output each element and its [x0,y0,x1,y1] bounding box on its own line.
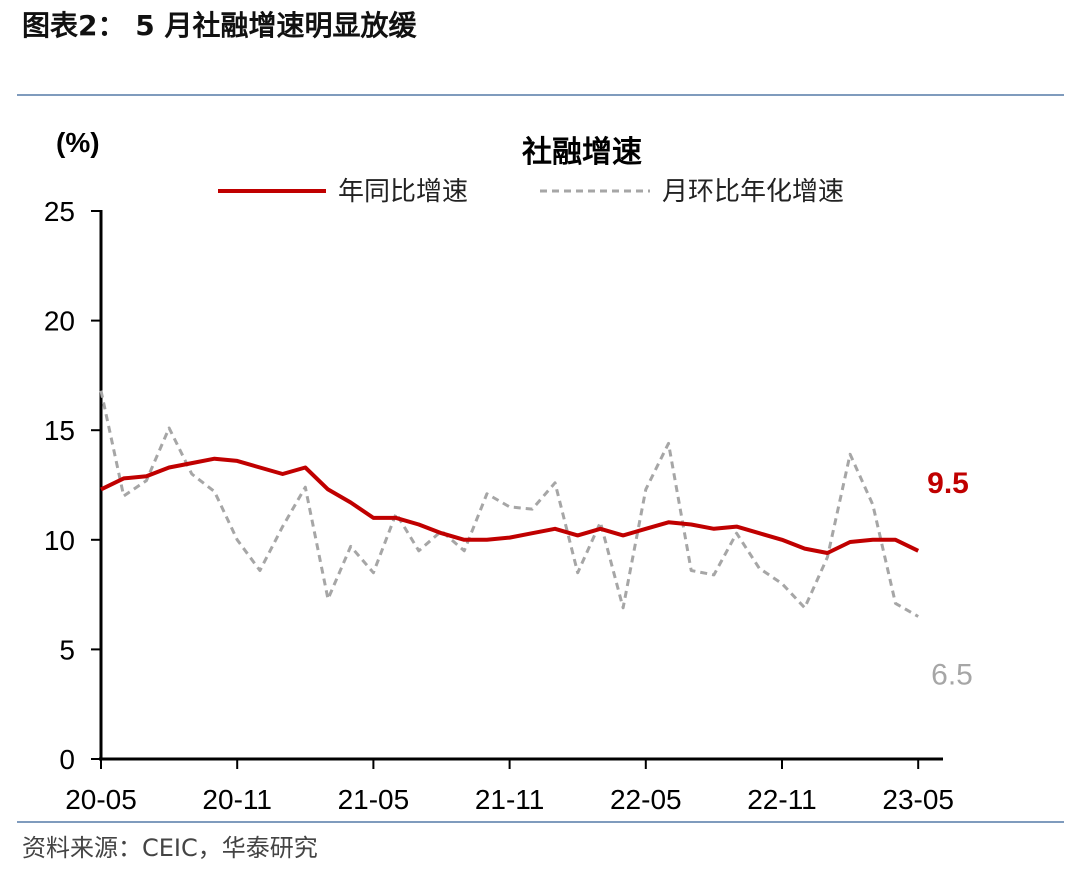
y-tick-label: 25 [44,196,75,227]
x-tick-label: 21-11 [475,784,545,815]
x-tick-label: 23-05 [882,784,954,815]
legend-label-mom: 月环比年化增速 [662,177,844,207]
y-axis-unit-label: (%) [56,127,100,158]
x-tick-label: 20-05 [65,784,137,815]
y-tick-label: 10 [44,525,75,556]
x-tick-label: 20-11 [202,784,272,815]
legend: 年同比增速 月环比年化增速 [218,177,844,207]
end-label-mom: 6.5 [931,659,973,692]
end-label-yoy: 9.5 [927,467,969,500]
y-tick-label: 5 [59,634,75,665]
series-line-yoy [100,456,920,555]
end-labels: 9.5 6.5 [927,467,973,692]
top-divider [17,94,1064,96]
x-ticks: 20-05 20-11 21-05 21-11 22-05 22-11 23-05 [65,759,954,815]
series-lines [99,390,920,618]
x-tick-label: 22-11 [747,784,817,815]
x-tick-label: 22-05 [610,784,682,815]
bottom-divider [17,821,1064,823]
y-tick-label: 20 [44,306,75,337]
source-note: 资料来源：CEIC，华泰研究 [22,834,318,862]
x-tick-label: 21-05 [338,784,410,815]
y-ticks: 0 5 10 15 20 25 [44,196,101,775]
axes [99,210,943,761]
chart-title: 社融增速 [522,135,642,170]
y-tick-label: 15 [44,415,75,446]
figure-title: 图表2： 5 月社融增速明显放缓 [22,9,417,42]
y-tick-label: 0 [59,744,75,775]
legend-label-yoy: 年同比增速 [338,177,468,207]
series-line-mom [99,390,919,618]
